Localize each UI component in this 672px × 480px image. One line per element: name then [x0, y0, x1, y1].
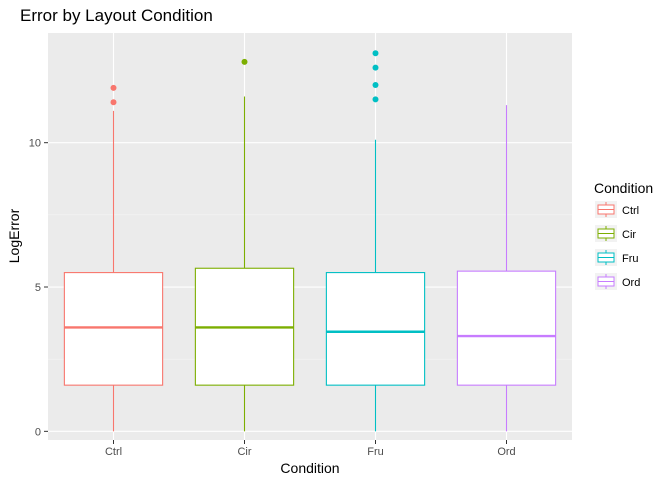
- outlier-point: [372, 96, 379, 103]
- outlier-point: [372, 81, 379, 88]
- box-group-ord: [456, 105, 557, 432]
- box-group-fru: [325, 50, 426, 432]
- outlier-point: [372, 64, 379, 71]
- box: [325, 272, 426, 386]
- x-tick-label: Cir: [237, 446, 251, 458]
- legend-label: Ctrl: [622, 205, 639, 217]
- x-axis-label: Condition: [280, 460, 339, 476]
- legend-key-ord: [595, 273, 617, 290]
- y-tick-label: 0: [35, 426, 41, 438]
- box-group-cir: [194, 58, 295, 432]
- legend-label: Fru: [622, 253, 639, 265]
- x-tick-label: Ctrl: [105, 446, 122, 458]
- legend-title: Condition: [594, 180, 653, 196]
- legend-key-ctrl: [595, 201, 617, 218]
- outlier-point: [372, 50, 379, 57]
- y-tick-label: 5: [35, 282, 41, 294]
- box: [456, 270, 557, 386]
- x-tick-label: Ord: [497, 446, 515, 458]
- box-series: [63, 50, 557, 432]
- x-tick-label: Fru: [367, 446, 384, 458]
- outlier-point: [110, 99, 117, 106]
- y-axis: 0 5 10: [29, 138, 48, 438]
- chart-title: Error by Layout Condition: [20, 6, 213, 25]
- y-axis-label: LogError: [6, 208, 22, 263]
- legend-key-fru: [595, 249, 617, 266]
- legend-label: Ord: [622, 277, 640, 289]
- legend-label: Cir: [622, 229, 636, 241]
- box-group-ctrl: [63, 84, 164, 432]
- outlier-point: [110, 84, 117, 91]
- box: [63, 272, 164, 386]
- x-axis: Ctrl Cir Fru Ord: [105, 440, 516, 458]
- y-tick-label: 10: [29, 138, 41, 150]
- outlier-point: [241, 58, 248, 65]
- legend-key-cir: [595, 225, 617, 242]
- legend: Condition Ctrl Cir Fru Ord: [594, 180, 653, 290]
